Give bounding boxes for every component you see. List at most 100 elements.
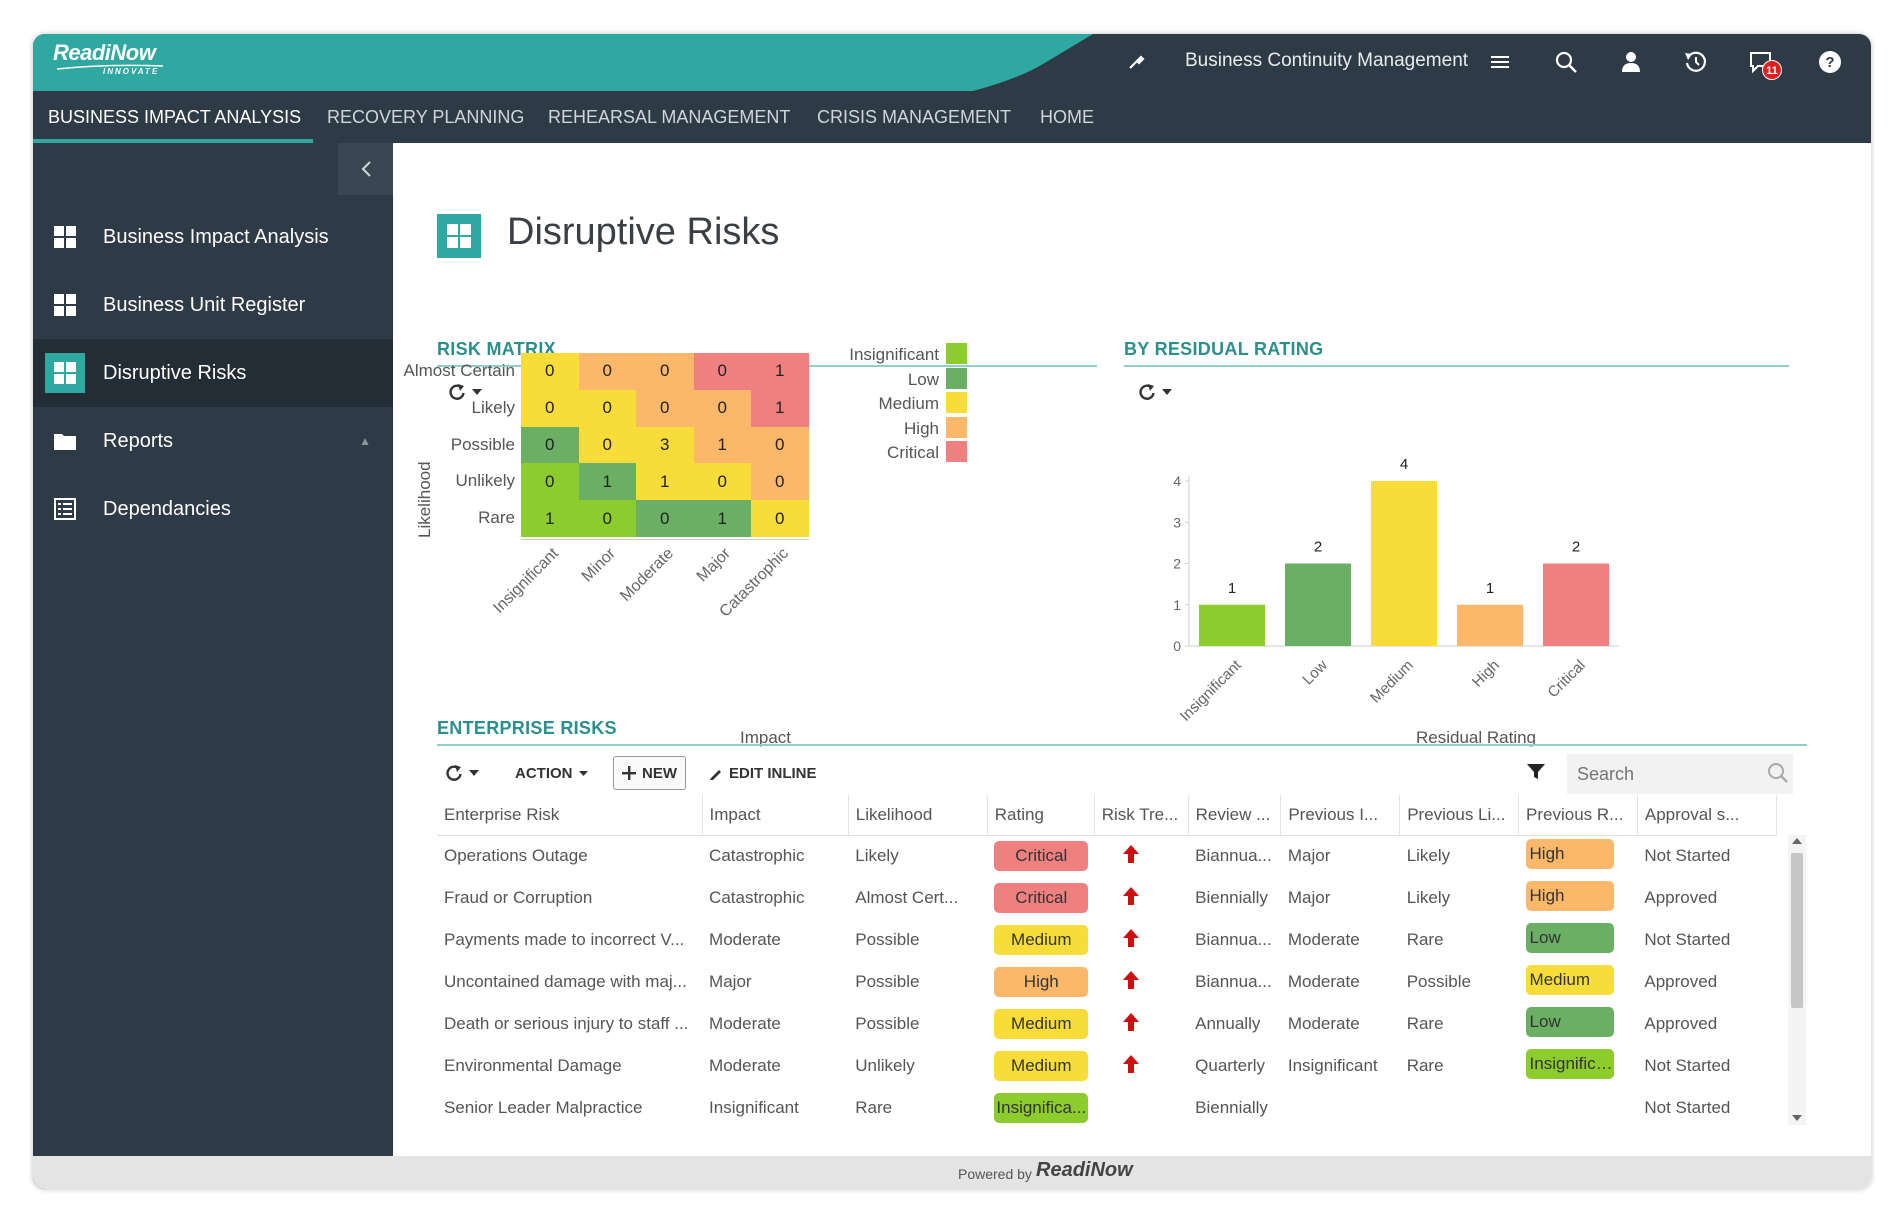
cell-enterprise-risk[interactable]: Environmental Damage — [444, 1056, 622, 1075]
table-row[interactable]: Operations Outage Catastrophic Likely Criti… — [437, 835, 1777, 877]
cell-enterprise-risk[interactable]: Senior Leader Malpractice — [444, 1098, 643, 1117]
cell-approval-status[interactable]: Approved — [1644, 1014, 1718, 1033]
user-icon[interactable] — [1616, 46, 1646, 78]
column-header[interactable]: Risk Tre... — [1094, 795, 1189, 836]
heatmap-cell[interactable]: 1 — [521, 500, 579, 537]
cell-likelihood[interactable]: Likely — [855, 846, 899, 866]
cell-impact[interactable]: Moderate — [709, 1056, 781, 1075]
cell-rating[interactable]: Insignifica... — [987, 1087, 1094, 1129]
heatmap-cell[interactable]: 1 — [578, 463, 636, 501]
cell-enterprise-risk[interactable]: Payments made to incorrect V... — [444, 930, 685, 949]
bar[interactable] — [1457, 604, 1523, 646]
sidebar-item-business-impact-analysis[interactable]: Business Impact Analysis — [33, 203, 393, 271]
cell-previous-rating[interactable]: Low — [1519, 919, 1638, 961]
heatmap-cell[interactable]: 0 — [751, 463, 809, 501]
filter-icon[interactable] — [1527, 764, 1545, 780]
search-icon[interactable] — [1767, 762, 1789, 784]
caret-up-icon[interactable]: ▲ — [359, 434, 371, 448]
cell-previous-impact[interactable]: Insignificant — [1287, 1056, 1378, 1075]
column-header[interactable]: Previous I... — [1280, 795, 1401, 836]
cell-impact[interactable]: Insignificant — [709, 1098, 799, 1117]
scroll-up-arrow-icon[interactable] — [1792, 838, 1802, 844]
cell-approval-status[interactable]: Approved — [1644, 888, 1718, 907]
column-header[interactable]: Previous Li... — [1399, 795, 1520, 836]
cell-enterprise-risk[interactable]: Uncontained damage with maj... — [444, 972, 687, 991]
cell-enterprise-risk[interactable]: Fraud or Corruption — [444, 888, 593, 907]
sidebar-item-disruptive-risks[interactable]: Disruptive Risks — [33, 339, 393, 407]
cell-approval-status[interactable]: Not Started — [1644, 1056, 1731, 1075]
heatmap-cell[interactable]: 0 — [578, 353, 636, 390]
cell-review[interactable]: Biannua... — [1195, 972, 1272, 991]
column-header[interactable]: Previous R... — [1518, 795, 1638, 836]
cell-likelihood[interactable]: Possible — [855, 1014, 920, 1033]
cell-likelihood[interactable]: Possible — [855, 972, 920, 991]
cell-previous-impact[interactable]: Moderate — [1287, 1014, 1360, 1033]
heatmap-cell[interactable]: 1 — [693, 500, 751, 537]
bar[interactable] — [1199, 604, 1265, 646]
cell-previous-rating[interactable]: Medium — [1519, 961, 1638, 1003]
cell-risk-trend[interactable] — [1094, 1087, 1188, 1129]
heatmap-cell[interactable]: 0 — [521, 463, 579, 501]
cell-review[interactable]: Biannua... — [1195, 930, 1272, 949]
tab-crisis-management[interactable]: CRISIS MANAGEMENT — [817, 107, 1012, 127]
search-input[interactable] — [1567, 754, 1793, 794]
heatmap-cell[interactable]: 0 — [636, 389, 694, 427]
tab-home[interactable]: HOME — [1040, 107, 1094, 127]
cell-rating[interactable]: Critical — [987, 877, 1094, 919]
cell-previous-rating[interactable]: High — [1519, 877, 1638, 919]
cell-impact[interactable]: Catastrophic — [709, 846, 805, 866]
heatmap-cell[interactable]: 0 — [751, 500, 809, 537]
search-icon[interactable] — [1551, 46, 1581, 78]
cell-review[interactable]: Quarterly — [1195, 1056, 1266, 1075]
edit-inline-button[interactable]: EDIT INLINE — [701, 756, 825, 790]
heatmap-cell[interactable]: 0 — [751, 426, 809, 464]
column-header[interactable]: Impact — [702, 795, 849, 836]
heatmap-cell[interactable]: 0 — [693, 463, 751, 501]
cell-impact[interactable]: Moderate — [709, 1014, 781, 1033]
heatmap-cell[interactable]: 1 — [751, 353, 809, 390]
cell-risk-trend[interactable] — [1094, 1003, 1188, 1045]
sidebar-item-reports[interactable]: Reports ▲ — [33, 407, 393, 475]
table-row[interactable]: Uncontained damage with maj... Major Possi… — [437, 961, 1777, 1003]
cell-enterprise-risk[interactable]: Operations Outage — [444, 846, 588, 866]
table-row[interactable]: Payments made to incorrect V... Moderate P… — [437, 919, 1777, 961]
cell-previous-likelihood[interactable]: Likely — [1406, 888, 1451, 907]
table-row[interactable]: Environmental Damage Moderate Unlikely Medi… — [437, 1045, 1777, 1087]
heatmap-cell[interactable]: 0 — [636, 500, 694, 537]
grid-refresh-button[interactable] — [437, 756, 487, 790]
bar[interactable] — [1285, 563, 1351, 647]
heatmap-cell[interactable]: 0 — [521, 389, 579, 427]
heatmap-cell[interactable]: 1 — [751, 389, 809, 427]
heatmap-cell[interactable]: 0 — [578, 426, 636, 464]
cell-previous-rating[interactable]: High — [1519, 835, 1638, 877]
cell-risk-trend[interactable] — [1094, 877, 1188, 919]
heatmap-cell[interactable]: 0 — [636, 353, 694, 390]
cell-risk-trend[interactable] — [1094, 961, 1188, 1003]
heatmap-cell[interactable]: 0 — [521, 353, 579, 390]
table-row[interactable]: Death or serious injury to staff ... Mode… — [437, 1003, 1777, 1045]
cell-previous-impact[interactable]: Major — [1287, 846, 1331, 866]
table-scrollbar[interactable] — [1788, 835, 1806, 1125]
collapse-sidebar-button[interactable] — [338, 143, 393, 195]
heatmap-cell[interactable]: 1 — [636, 463, 694, 501]
cell-previous-likelihood[interactable]: Possible — [1406, 972, 1471, 991]
column-header[interactable]: Likelihood — [848, 795, 988, 836]
cell-rating[interactable]: High — [987, 961, 1094, 1003]
heatmap-cell[interactable]: 0 — [578, 500, 636, 537]
residual-refresh-button[interactable] — [1138, 383, 1172, 401]
cell-likelihood[interactable]: Rare — [855, 1098, 893, 1117]
wrench-icon[interactable] — [1121, 46, 1151, 78]
app-name[interactable]: Business Continuity Management — [1185, 50, 1469, 71]
column-header[interactable]: Rating — [987, 795, 1095, 836]
notifications-chat-icon[interactable] — [1746, 46, 1776, 78]
cell-likelihood[interactable]: Possible — [855, 930, 920, 949]
cell-approval-status[interactable]: Not Started — [1644, 1098, 1731, 1117]
cell-rating[interactable]: Medium — [987, 1045, 1094, 1087]
cell-likelihood[interactable]: Unlikely — [855, 1056, 915, 1075]
cell-review[interactable]: Biennially — [1195, 888, 1268, 907]
help-icon[interactable]: ? — [1815, 46, 1845, 78]
cell-previous-rating[interactable]: Low — [1519, 1003, 1638, 1045]
cell-impact[interactable]: Moderate — [709, 930, 781, 949]
column-header[interactable]: Approval s... — [1637, 795, 1778, 836]
hamburger-menu-icon[interactable] — [1485, 46, 1515, 78]
